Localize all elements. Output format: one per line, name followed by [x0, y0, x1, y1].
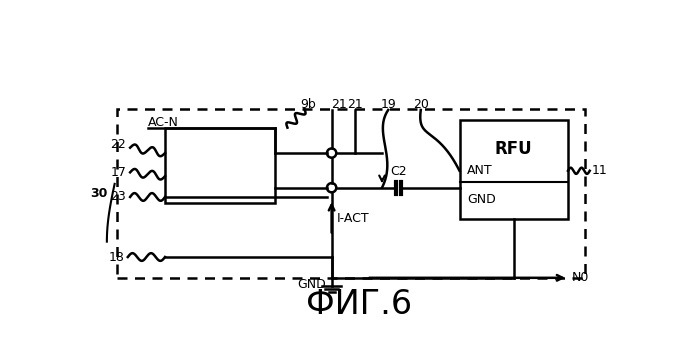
Text: GND: GND	[468, 193, 496, 206]
Text: ФИГ.6: ФИГ.6	[306, 288, 412, 321]
Text: C2: C2	[391, 165, 407, 178]
Text: N0: N0	[572, 271, 589, 284]
Text: 22: 22	[111, 138, 126, 151]
Text: 20: 20	[413, 98, 428, 111]
Text: 17: 17	[111, 166, 126, 179]
Text: 21: 21	[332, 98, 347, 111]
Text: 18: 18	[108, 251, 125, 263]
Text: AC-N: AC-N	[148, 116, 178, 129]
Text: RFU: RFU	[495, 140, 533, 158]
Text: 19: 19	[380, 98, 396, 111]
Text: 9b: 9b	[300, 98, 316, 111]
Text: 23: 23	[111, 190, 126, 203]
Text: 21: 21	[347, 98, 363, 111]
Text: 30: 30	[90, 187, 108, 200]
Text: I-ACT: I-ACT	[336, 212, 369, 225]
Text: 11: 11	[592, 164, 607, 177]
Text: GND: GND	[297, 278, 326, 291]
Text: ANT: ANT	[468, 164, 493, 177]
